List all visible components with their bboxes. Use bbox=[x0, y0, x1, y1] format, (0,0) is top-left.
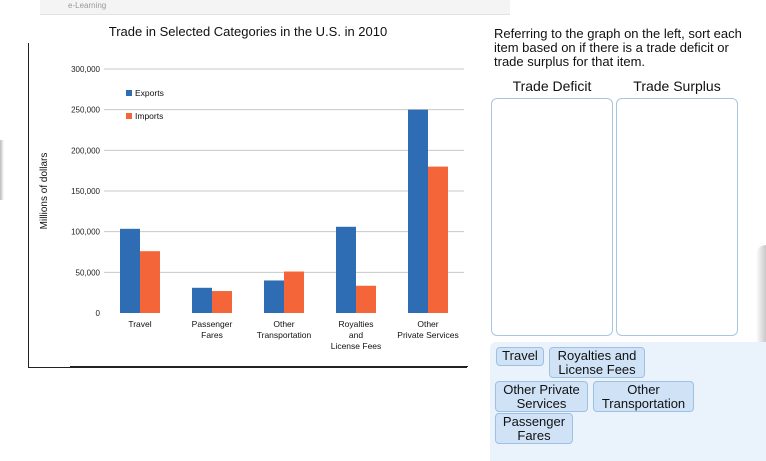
y-tick-label: 150,000 bbox=[71, 187, 100, 196]
bar-exports bbox=[192, 287, 212, 313]
trade-bar-chart: 0 50,000 100,000 150,000 200,000 250,000 300,0… bbox=[39, 65, 464, 351]
right-scroll-shadow bbox=[756, 245, 766, 405]
top-bar: e-Learning bbox=[40, 0, 510, 15]
breadcrumb: e-Learning bbox=[68, 1, 107, 10]
card-royalties-license-fees[interactable]: Royalties and License Fees bbox=[549, 347, 645, 378]
y-tick-label: 50,000 bbox=[76, 268, 101, 277]
x-tick-label: Private Services bbox=[397, 330, 458, 340]
y-tick-label: 200,000 bbox=[71, 146, 100, 155]
trade-deficit-drop-zone[interactable] bbox=[491, 98, 613, 336]
bar-exports bbox=[336, 226, 356, 313]
x-tick-label: Transportation bbox=[257, 330, 312, 340]
task-prompt: Referring to the graph on the left, sort… bbox=[494, 26, 742, 69]
trade-surplus-heading: Trade Surplus bbox=[633, 78, 721, 94]
card-travel[interactable]: Travel bbox=[496, 347, 544, 366]
legend-label: Exports bbox=[135, 88, 164, 98]
x-tick-label: and bbox=[349, 330, 363, 340]
left-edge-shadow bbox=[0, 140, 4, 200]
y-axis-label: Millions of dollars bbox=[39, 153, 50, 230]
x-tick-label: Fares bbox=[201, 330, 223, 340]
x-tick-label: License Fees bbox=[331, 341, 382, 351]
y-tick-label: 100,000 bbox=[71, 228, 100, 237]
bar-imports bbox=[212, 291, 232, 313]
bar-exports bbox=[120, 228, 140, 313]
trade-surplus-drop-zone[interactable] bbox=[616, 98, 738, 336]
bar-imports bbox=[284, 271, 304, 313]
bar-exports bbox=[408, 109, 428, 314]
chart-frame-bottom-line bbox=[70, 366, 468, 367]
chart-title: Trade in Selected Categories in the U.S.… bbox=[108, 24, 388, 39]
card-other-private-services[interactable]: Other Private Services bbox=[495, 381, 588, 412]
x-tick-label: Other bbox=[417, 319, 438, 329]
y-tick-label: 250,000 bbox=[71, 106, 100, 115]
x-tick-label: Royalties bbox=[339, 319, 374, 329]
y-tick-label: 300,000 bbox=[71, 65, 100, 74]
legend-label: Imports bbox=[135, 111, 163, 121]
x-tick-label: Travel bbox=[128, 319, 151, 329]
bar-imports bbox=[140, 251, 160, 313]
chart-frame bbox=[28, 43, 467, 368]
legend-swatch-exports bbox=[126, 90, 132, 96]
bar-imports bbox=[356, 285, 376, 313]
bar-exports bbox=[264, 280, 284, 313]
y-tick-label: 0 bbox=[96, 309, 101, 318]
trade-deficit-heading: Trade Deficit bbox=[512, 78, 592, 94]
bar-imports bbox=[428, 166, 448, 313]
legend-swatch-imports bbox=[126, 113, 132, 119]
x-tick-label: Passenger bbox=[192, 319, 233, 329]
card-passenger-fares[interactable]: Passenger Fares bbox=[495, 413, 573, 444]
x-tick-label: Other bbox=[273, 319, 294, 329]
card-other-transportation[interactable]: Other Transportation bbox=[593, 381, 694, 412]
